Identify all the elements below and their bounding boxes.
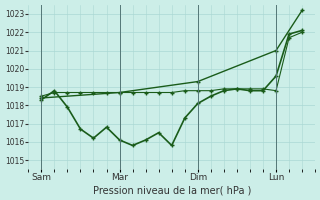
X-axis label: Pression niveau de la mer( hPa ): Pression niveau de la mer( hPa ) xyxy=(92,185,251,195)
